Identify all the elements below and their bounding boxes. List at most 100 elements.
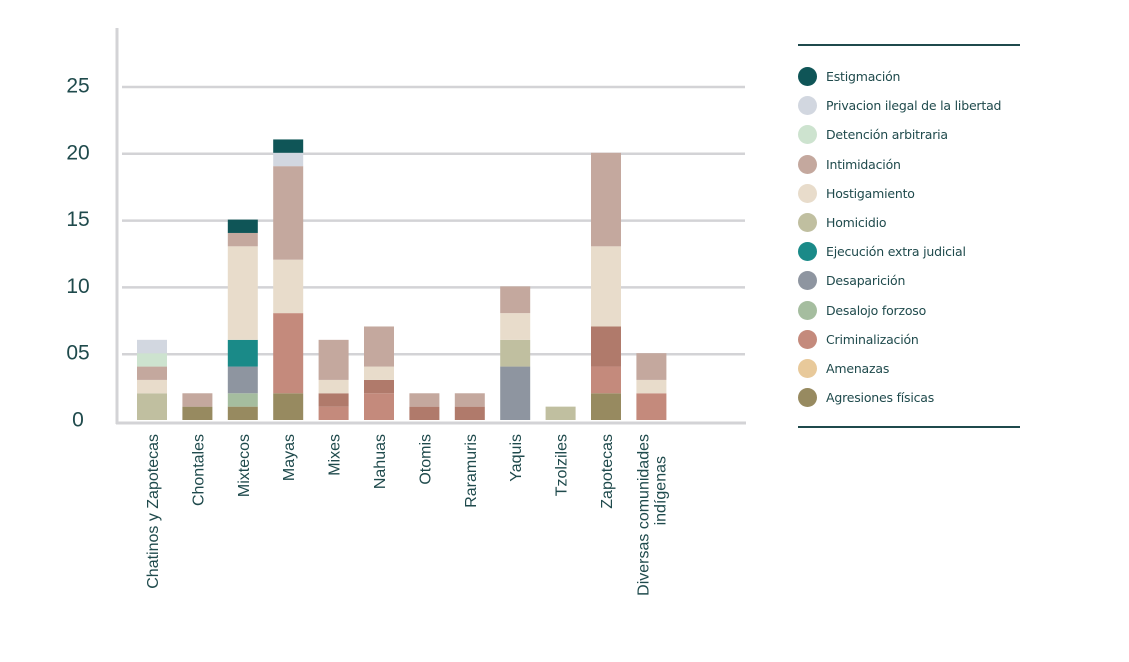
bar-segment [273, 393, 304, 420]
legend-swatch [798, 271, 817, 291]
legend-swatch [798, 358, 817, 378]
bar-segment [227, 339, 258, 367]
legend-label: Hostigamiento [826, 185, 915, 201]
x-tick-label: Otomis [417, 434, 434, 485]
legend-label: Agresiones físicas [826, 390, 935, 406]
x-tick-label: Nahuas [372, 434, 389, 489]
bar-segment [454, 393, 485, 407]
x-tick-label: Chatinos y Zapotecas [145, 434, 162, 589]
legend-item: Desalojo forzoso [798, 296, 1020, 325]
bar-segment [364, 393, 394, 420]
legend-label: Privacion ilegal de la libertad [826, 98, 1002, 114]
legend-swatch [798, 96, 817, 116]
bar-segment [500, 286, 531, 314]
legend: Estigmación Privacion ilegal de la libert… [798, 44, 1020, 429]
bar-segment [454, 406, 485, 420]
legend-item: Amenazas [798, 354, 1020, 383]
bar-segment [182, 406, 213, 420]
legend-swatch [798, 329, 817, 349]
legend-label: Criminalización [826, 331, 919, 347]
bar-segment [227, 219, 258, 233]
legend-item: Estigmación [798, 62, 1020, 91]
bar-segment [545, 406, 576, 420]
stacked-bar-chart: 0 05 10 15 20 25 Chatinos y Zapotecas Chontales… [66, 28, 746, 596]
x-tick-label: Raramuris [463, 434, 480, 508]
legend-label: Ejecución extra judicial [826, 244, 966, 260]
legend-item: Desaparición [798, 266, 1020, 295]
bar-segment [273, 259, 304, 314]
bar-segment [364, 379, 394, 394]
y-tick-label: 05 [66, 342, 89, 365]
x-tick-label: Diversas comunidadesindígenas [635, 434, 669, 596]
bar-segment [137, 366, 167, 380]
legend-label: Intimidación [826, 156, 901, 172]
y-tick-label: 10 [66, 275, 89, 298]
bar-segment [318, 379, 349, 394]
bar-segment [273, 313, 304, 394]
bar-segment [137, 353, 167, 367]
legend-swatch [798, 213, 817, 233]
x-tick-label: Mixtecos [236, 434, 253, 497]
bar-segment [591, 152, 621, 247]
legend-swatch [798, 388, 817, 408]
legend-label: Homicidio [826, 215, 887, 231]
bar-segment [227, 393, 258, 407]
legend-swatch [798, 67, 817, 87]
legend-item: Hostigamiento [798, 179, 1020, 208]
bar-segment [591, 326, 621, 367]
bar-segment [273, 152, 304, 167]
x-tick-label: Mixes [327, 434, 344, 476]
bar-segment [636, 353, 667, 380]
legend-swatch [798, 154, 817, 174]
bar-segment [137, 339, 167, 354]
y-tick-label: 0 [72, 409, 84, 432]
legend-label: Estigmación [826, 69, 901, 85]
legend-item: Agresiones físicas [798, 383, 1020, 412]
legend-swatch [798, 125, 817, 145]
legend-label: Desaparición [826, 273, 906, 289]
bar-segment [591, 366, 621, 394]
bar-segment [227, 406, 258, 420]
bar-segment [227, 246, 258, 340]
x-tick-label: Tzolziles [554, 434, 571, 496]
bar-segment [591, 393, 621, 420]
bar-segment [137, 393, 167, 420]
bar-segment [182, 393, 213, 407]
legend-label: Amenazas [826, 360, 890, 376]
y-tick-label: 15 [66, 208, 89, 231]
legend-item: Privacion ilegal de la libertad [798, 91, 1020, 120]
bar-segment [318, 406, 349, 420]
legend-swatch [798, 300, 817, 320]
bar-segment [500, 366, 531, 420]
bar-segment [500, 313, 531, 340]
bar-segment [318, 393, 349, 407]
bar-segment [137, 379, 167, 394]
legend-item: Homicidio [798, 208, 1020, 237]
legend-label: Detención arbitraria [826, 127, 948, 143]
legend-item: Detención arbitraria [798, 120, 1020, 149]
x-tick-label: Yaquis [508, 434, 525, 482]
bar-segment [227, 232, 258, 247]
bar-segment [364, 366, 394, 380]
legend-swatch [798, 242, 817, 262]
bar-segment [636, 379, 667, 394]
bar-segment [409, 406, 440, 420]
y-tick-label: 25 [66, 75, 89, 98]
bar-segment [273, 139, 304, 153]
bar-segment [409, 393, 440, 407]
bar-segment [273, 166, 304, 260]
bar-segment [227, 366, 258, 394]
bar-segment [591, 246, 621, 327]
bar-segment [636, 393, 667, 420]
legend-item: Intimidación [798, 150, 1020, 179]
x-tick-label: Zapotecas [599, 434, 616, 509]
x-tick-label: Mayas [281, 434, 298, 481]
legend-swatch [798, 183, 817, 203]
bar-segment [500, 339, 531, 367]
legend-item: Ejecución extra judicial [798, 237, 1020, 266]
x-tick-label: Chontales [190, 434, 207, 506]
legend-label: Desalojo forzoso [826, 302, 927, 318]
bar-segment [364, 326, 394, 367]
legend-item: Criminalización [798, 325, 1020, 354]
y-tick-label: 20 [66, 141, 89, 164]
